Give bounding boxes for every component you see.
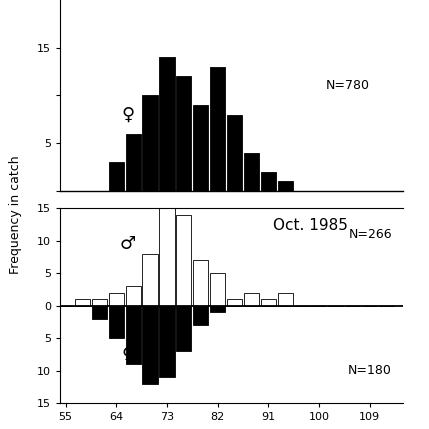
Bar — [109, 162, 124, 191]
Bar — [176, 305, 191, 351]
Bar — [109, 293, 124, 305]
Text: N=180: N=180 — [348, 364, 392, 377]
Bar — [75, 299, 90, 305]
Bar — [227, 299, 242, 305]
Text: ♀: ♀ — [121, 106, 134, 124]
Bar — [227, 115, 242, 191]
Bar — [193, 260, 208, 305]
Text: Frequency in catch: Frequency in catch — [9, 155, 21, 274]
Bar — [92, 305, 107, 319]
Bar — [126, 133, 141, 191]
Bar — [176, 76, 191, 191]
Bar — [193, 305, 208, 325]
Bar — [278, 293, 293, 305]
Bar — [210, 67, 225, 191]
Bar — [126, 286, 141, 305]
Text: Oct. 1985: Oct. 1985 — [273, 218, 348, 233]
Bar — [159, 305, 175, 377]
Text: ♀: ♀ — [121, 345, 134, 363]
Bar — [142, 305, 158, 384]
Bar — [92, 299, 107, 305]
Bar — [261, 172, 276, 191]
Bar — [261, 299, 276, 305]
Bar — [210, 273, 225, 305]
Bar — [126, 305, 141, 364]
Bar — [109, 305, 124, 338]
Bar — [142, 254, 158, 305]
Bar — [193, 105, 208, 191]
Bar — [210, 305, 225, 312]
Text: N=266: N=266 — [348, 228, 392, 241]
Text: N=780: N=780 — [326, 79, 369, 92]
Bar — [176, 214, 191, 305]
Bar — [159, 208, 175, 305]
Bar — [142, 95, 158, 191]
Bar — [278, 181, 293, 191]
Bar — [159, 57, 175, 191]
Text: ♂: ♂ — [120, 235, 136, 253]
Bar — [244, 293, 259, 305]
Bar — [244, 153, 259, 191]
